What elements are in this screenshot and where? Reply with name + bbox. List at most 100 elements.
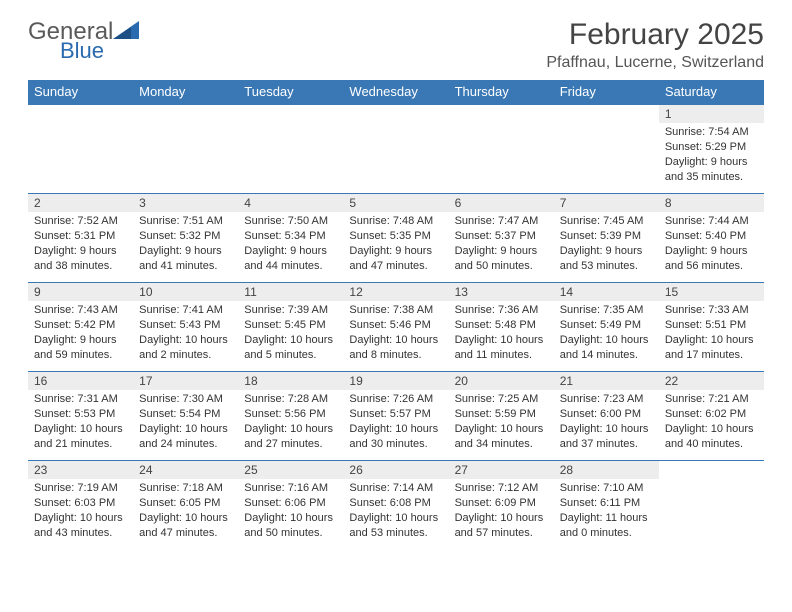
sunrise: Sunrise: 7:10 AM xyxy=(560,481,653,496)
day-cell: 11Sunrise: 7:39 AMSunset: 5:45 PMDayligh… xyxy=(238,283,343,372)
day-cell xyxy=(343,104,448,194)
day-cell: 5Sunrise: 7:48 AMSunset: 5:35 PMDaylight… xyxy=(343,194,448,283)
day-number: 7 xyxy=(554,194,659,212)
day-info: Sunrise: 7:12 AMSunset: 6:09 PMDaylight:… xyxy=(449,479,554,542)
day-cell: 4Sunrise: 7:50 AMSunset: 5:34 PMDaylight… xyxy=(238,194,343,283)
sunset: Sunset: 5:37 PM xyxy=(455,229,548,244)
sunrise: Sunrise: 7:25 AM xyxy=(455,392,548,407)
daylight: Daylight: 10 hours and 17 minutes. xyxy=(665,333,758,363)
week-row: 9Sunrise: 7:43 AMSunset: 5:42 PMDaylight… xyxy=(28,283,764,372)
week-row: 2Sunrise: 7:52 AMSunset: 5:31 PMDaylight… xyxy=(28,194,764,283)
sunrise: Sunrise: 7:19 AM xyxy=(34,481,127,496)
day-cell xyxy=(238,104,343,194)
sunrise: Sunrise: 7:31 AM xyxy=(34,392,127,407)
sunset: Sunset: 5:35 PM xyxy=(349,229,442,244)
day-number: 8 xyxy=(659,194,764,212)
sunrise: Sunrise: 7:47 AM xyxy=(455,214,548,229)
day-cell xyxy=(659,461,764,550)
sunrise: Sunrise: 7:50 AM xyxy=(244,214,337,229)
sunset: Sunset: 5:42 PM xyxy=(34,318,127,333)
day-cell: 22Sunrise: 7:21 AMSunset: 6:02 PMDayligh… xyxy=(659,372,764,461)
day-cell: 13Sunrise: 7:36 AMSunset: 5:48 PMDayligh… xyxy=(449,283,554,372)
sunset: Sunset: 5:57 PM xyxy=(349,407,442,422)
day-cell: 10Sunrise: 7:41 AMSunset: 5:43 PMDayligh… xyxy=(133,283,238,372)
daylight: Daylight: 10 hours and 53 minutes. xyxy=(349,511,442,541)
sunset: Sunset: 5:29 PM xyxy=(665,140,758,155)
day-cell: 28Sunrise: 7:10 AMSunset: 6:11 PMDayligh… xyxy=(554,461,659,550)
sunrise: Sunrise: 7:43 AM xyxy=(34,303,127,318)
day-cell: 23Sunrise: 7:19 AMSunset: 6:03 PMDayligh… xyxy=(28,461,133,550)
sunrise: Sunrise: 7:21 AM xyxy=(665,392,758,407)
day-cell: 21Sunrise: 7:23 AMSunset: 6:00 PMDayligh… xyxy=(554,372,659,461)
day-number: 27 xyxy=(449,461,554,479)
sunrise: Sunrise: 7:45 AM xyxy=(560,214,653,229)
sunrise: Sunrise: 7:26 AM xyxy=(349,392,442,407)
calendar-table: Sunday Monday Tuesday Wednesday Thursday… xyxy=(28,80,764,549)
sunrise: Sunrise: 7:14 AM xyxy=(349,481,442,496)
sunset: Sunset: 6:06 PM xyxy=(244,496,337,511)
day-cell xyxy=(28,104,133,194)
daylight: Daylight: 10 hours and 34 minutes. xyxy=(455,422,548,452)
sunset: Sunset: 6:08 PM xyxy=(349,496,442,511)
sunset: Sunset: 5:59 PM xyxy=(455,407,548,422)
day-cell: 6Sunrise: 7:47 AMSunset: 5:37 PMDaylight… xyxy=(449,194,554,283)
sunset: Sunset: 6:05 PM xyxy=(139,496,232,511)
sunrise: Sunrise: 7:35 AM xyxy=(560,303,653,318)
day-number: 21 xyxy=(554,372,659,390)
sunset: Sunset: 5:48 PM xyxy=(455,318,548,333)
sunrise: Sunrise: 7:16 AM xyxy=(244,481,337,496)
sunset: Sunset: 6:00 PM xyxy=(560,407,653,422)
daylight: Daylight: 10 hours and 47 minutes. xyxy=(139,511,232,541)
week-row: 23 Sunrise: 7:19 AMSunset: 6:03 PM Dayligh… xyxy=(28,461,764,550)
day-number: 23 xyxy=(28,461,133,479)
day-info: Sunrise: 7:18 AMSunset: 6:05 PMDaylight:… xyxy=(133,479,238,542)
header: General Blue February 2025 Pfaffnau, Luc… xyxy=(28,18,764,72)
day-info: Sunrise: 7:41 AMSunset: 5:43 PMDaylight:… xyxy=(133,301,238,364)
day-info: Sunrise: 7:33 AMSunset: 5:51 PMDaylight:… xyxy=(659,301,764,364)
day-info: Sunrise: 7:30 AMSunset: 5:54 PMDaylight:… xyxy=(133,390,238,453)
day-cell: 3Sunrise: 7:51 AMSunset: 5:32 PMDaylight… xyxy=(133,194,238,283)
day-cell: 16Sunrise: 7:31 AMSunset: 5:53 PMDayligh… xyxy=(28,372,133,461)
day-number: 4 xyxy=(238,194,343,212)
day-cell: 7Sunrise: 7:45 AMSunset: 5:39 PMDaylight… xyxy=(554,194,659,283)
day-cell: 8Sunrise: 7:44 AMSunset: 5:40 PMDaylight… xyxy=(659,194,764,283)
day-number: 10 xyxy=(133,283,238,301)
sunset: Sunset: 5:32 PM xyxy=(139,229,232,244)
day-info: Sunrise: 7:25 AMSunset: 5:59 PMDaylight:… xyxy=(449,390,554,453)
day-cell: 15Sunrise: 7:33 AMSunset: 5:51 PMDayligh… xyxy=(659,283,764,372)
sunrise: Sunrise: 7:51 AM xyxy=(139,214,232,229)
col-sunday: Sunday xyxy=(28,80,133,104)
day-info: Sunrise: 7:21 AMSunset: 6:02 PMDaylight:… xyxy=(659,390,764,453)
day-number: 16 xyxy=(28,372,133,390)
daylight: Daylight: 10 hours and 8 minutes. xyxy=(349,333,442,363)
col-wednesday: Wednesday xyxy=(343,80,448,104)
daylight: Daylight: 10 hours and 2 minutes. xyxy=(139,333,232,363)
week-row: 1Sunrise: 7:54 AMSunset: 5:29 PMDaylight… xyxy=(28,104,764,194)
day-cell: 12Sunrise: 7:38 AMSunset: 5:46 PMDayligh… xyxy=(343,283,448,372)
day-info: Sunrise: 7:54 AMSunset: 5:29 PMDaylight:… xyxy=(659,123,764,186)
day-number: 14 xyxy=(554,283,659,301)
sunset: Sunset: 6:03 PM xyxy=(34,496,127,511)
day-number: 5 xyxy=(343,194,448,212)
day-cell: 26Sunrise: 7:14 AMSunset: 6:08 PMDayligh… xyxy=(343,461,448,550)
day-info: Sunrise: 7:36 AMSunset: 5:48 PMDaylight:… xyxy=(449,301,554,364)
sunset: Sunset: 5:51 PM xyxy=(665,318,758,333)
day-cell: 17Sunrise: 7:30 AMSunset: 5:54 PMDayligh… xyxy=(133,372,238,461)
day-number: 25 xyxy=(238,461,343,479)
day-info: Sunrise: 7:52 AMSunset: 5:31 PMDaylight:… xyxy=(28,212,133,275)
day-cell: 25Sunrise: 7:16 AMSunset: 6:06 PMDayligh… xyxy=(238,461,343,550)
day-number: 3 xyxy=(133,194,238,212)
sunrise: Sunrise: 7:39 AM xyxy=(244,303,337,318)
col-tuesday: Tuesday xyxy=(238,80,343,104)
sunset: Sunset: 5:43 PM xyxy=(139,318,232,333)
sunset: Sunset: 5:54 PM xyxy=(139,407,232,422)
day-number: 24 xyxy=(133,461,238,479)
daylight: Daylight: 9 hours and 44 minutes. xyxy=(244,244,337,274)
day-cell: 27Sunrise: 7:12 AMSunset: 6:09 PMDayligh… xyxy=(449,461,554,550)
sunset: Sunset: 5:56 PM xyxy=(244,407,337,422)
day-cell xyxy=(133,104,238,194)
day-info: Sunrise: 7:44 AMSunset: 5:40 PMDaylight:… xyxy=(659,212,764,275)
sunrise: Sunrise: 7:52 AM xyxy=(34,214,127,229)
sunset: Sunset: 6:11 PM xyxy=(560,496,653,511)
daylight: Daylight: 10 hours and 11 minutes. xyxy=(455,333,548,363)
